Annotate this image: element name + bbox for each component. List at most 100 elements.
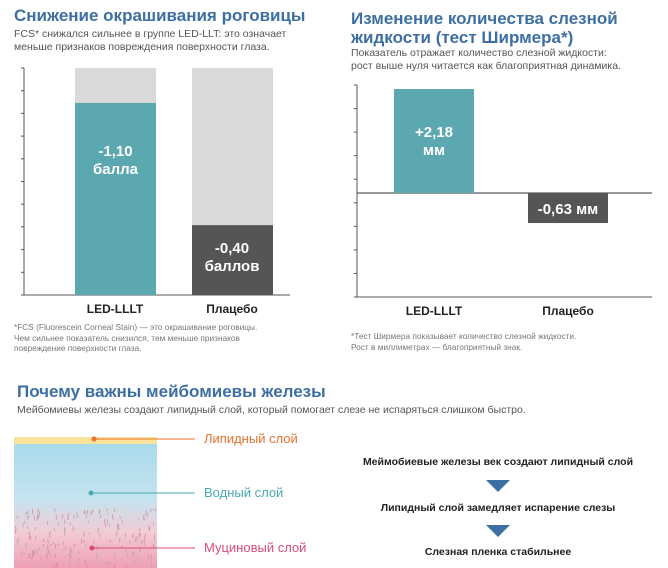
left-bar-label-placebo: -0,40 баллов [204,240,260,275]
mucin-stroke [137,517,140,520]
mucin-stroke [117,523,120,530]
mucin-stroke [152,508,155,511]
mucin-stroke [34,564,36,567]
mucin-stroke [49,531,51,536]
mucin-stroke [61,514,64,519]
mucin-stroke [52,542,55,545]
mucin-stroke [142,514,145,520]
mucin-texture [14,507,157,568]
mucin-stroke [27,525,29,530]
mucin-stroke [63,519,66,523]
flow-step-2: Липидный слой замедляет испарение слезы [380,502,616,514]
mucin-stroke [27,515,30,518]
mucin-stroke [109,561,111,565]
meibomian-title: Почему важны мейбомиевы железы [17,382,326,401]
mucin-stroke [48,549,50,555]
mucin-stroke [28,553,31,559]
flow-step-1: Меймобиевые железы век создают липидный … [362,456,634,468]
right-bar-label-placebo: -0,63 мм [537,201,599,218]
mucin-stroke [99,514,102,519]
mucin-stroke [82,534,85,537]
mucin-stroke [129,540,131,544]
mucin-stroke [111,514,114,520]
mucin-stroke [139,532,141,537]
mucin-stroke [138,532,141,536]
lipid-layer-label: Липидный слой [204,431,298,446]
mucin-stroke [33,514,35,521]
mucin-stroke [145,509,147,516]
mucin-stroke [146,513,149,517]
mucin-stroke [73,544,75,548]
flow-arrow-2 [486,525,510,537]
left-category-ledlllt: LED-LLLT [86,302,144,316]
mucin-stroke [38,510,41,517]
mucin-stroke [16,539,19,545]
mucin-stroke [31,553,34,560]
lipid-layer [14,437,157,444]
mucin-stroke [133,559,136,565]
lipid-marker [91,436,97,442]
right-bar-label-ledlllt: +2,18 мм [415,124,453,159]
mucin-stroke [150,508,152,513]
mucin-stroke [70,547,72,553]
left-category-placebo: Плацебо [206,302,258,316]
mucin-stroke [69,522,72,526]
mucin-stroke [124,532,127,538]
mucin-stroke [113,552,116,558]
mucin-stroke [133,551,136,556]
mucin-stroke [107,512,109,515]
mucin-stroke [23,550,25,555]
mucin-stroke [93,540,95,544]
mucin-stroke [47,539,49,544]
mucin-stroke [67,513,69,518]
mucin-marker [89,545,95,551]
mucin-stroke [143,539,146,546]
mucin-stroke [152,543,155,548]
mucin-stroke [57,522,59,527]
right-chart-footnote: *Тест Ширмера показывает количество слез… [351,331,577,352]
left-chart-title: Снижение окрашивания роговицы [14,6,306,25]
mucin-stroke [14,526,17,530]
right-category-ledlllt: LED-LLLT [405,304,463,318]
mucin-stroke [125,548,127,553]
mucin-stroke [87,520,89,524]
water-layer-label: Водный слой [204,485,284,500]
mucin-stroke [64,531,66,537]
right-category-placebo: Плацебо [542,304,594,318]
mucin-stroke [147,554,149,559]
mucin-stroke [126,552,129,558]
mucin-stroke [131,551,134,557]
water-marker [88,490,94,496]
left-bar-1 [192,225,273,295]
mucin-stroke [36,515,38,522]
mucin-stroke [29,535,32,540]
mucin-stroke [23,520,26,524]
mucin-stroke [84,560,87,566]
mucin-stroke [99,533,101,538]
meibomian-description: Мейбомиевы железы создают липидный слой,… [17,404,526,416]
mucin-stroke [34,526,37,530]
mucin-stroke [36,548,38,554]
mucin-stroke [42,538,45,542]
right-bar-1 [528,193,608,224]
left-bar-0 [75,102,156,295]
right-bar-0 [394,89,474,193]
mucin-stroke [119,515,121,519]
mucin-stroke [50,543,52,547]
left-chart-footnote: *FCS (Fluorescein Corneal Stain) — это о… [14,322,258,353]
flow-step-3: Слезная пленка стабильнее [424,546,572,558]
mucin-stroke [132,534,134,538]
mucin-stroke [61,548,64,551]
mucin-stroke [105,562,107,565]
mucin-stroke [108,561,110,564]
mucin-stroke [64,546,67,551]
left-chart-description: FCS* снижался сильнее в группе LED-LLT: … [14,28,287,53]
mucin-stroke [67,516,69,521]
right-chart-title: Изменение количества слезной жидкости (т… [351,9,618,47]
mucin-stroke [34,535,37,541]
mucin-stroke [144,534,146,540]
mucin-stroke [86,565,89,568]
mucin-stroke [138,527,141,532]
